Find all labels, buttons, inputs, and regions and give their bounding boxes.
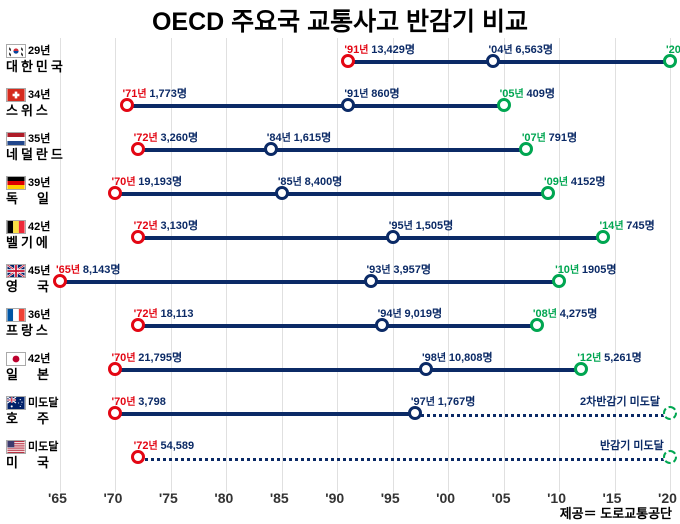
timeline-segment [115,192,281,196]
country-row: 미도달미 국'72년 54,589반감기 미도달 [0,438,680,478]
timeline-segment [382,324,537,328]
timeline-segment [371,280,560,284]
country-name: 영 국 [6,276,52,295]
data-label: '72년 18,113 [134,305,194,320]
country-row: 39년독 일'70년 19,193명'85년 8,400명'09년 4152명 [0,174,680,214]
country-name: 벨기에 [6,232,51,251]
country-row: 34년스위스'71년 1,773명'91년 860명'05년 409명 [0,86,680,126]
x-tick-label: '95 [381,490,400,506]
data-label: '91년 13,429명 [344,41,415,57]
data-label: '84년 1,615명 [267,129,332,145]
data-label: '70년 3,798 [111,393,165,408]
data-label: '70년 19,193명 [111,173,182,189]
x-tick-label: '05 [492,490,511,506]
data-label: '71년 1,773명 [123,85,188,101]
data-label: '70년 21,795명 [111,349,182,365]
timeline-segment [282,192,548,196]
timeline-segment [115,412,414,416]
data-label: '72년 3,260명 [134,129,199,145]
data-label: '65년 8,143명 [56,261,121,277]
country-name: 스위스 [6,100,51,119]
data-label: '72년 3,130명 [134,217,199,233]
timeline-segment [138,148,271,152]
data-label: '09년 4152명 [544,173,605,189]
chart-container: OECD 주요국 교통사고 반감기 비교 29년대한민국'91년 13,429명… [0,0,680,524]
country-name: 대한민국 [6,56,66,75]
country-row: 45년영 국'65년 8,143명'93년 3,957명'10년 1905명 [0,262,680,302]
country-name: 미 국 [6,452,52,471]
timeline-segment [60,280,371,284]
country-row: 36년프랑스'72년 18,113'94년 9,019명'08년 4,275명 [0,306,680,346]
data-label: '72년 54,589 [134,437,195,452]
timeline-segment [493,60,670,64]
country-name: 프랑스 [6,320,51,339]
country-row: 29년대한민국'91년 13,429명'04년 6,563명'20년 3,081… [0,42,680,82]
timeline-segment [127,104,349,108]
data-label: '08년 4,275명 [533,305,598,321]
x-tick-label: '75 [159,490,178,506]
x-tick-label: '65 [48,490,67,506]
country-name: 네덜란드 [6,144,66,163]
timeline-segment [115,368,426,372]
data-label: '97년 1,767명 [411,393,476,409]
data-label: '95년 1,505명 [389,217,454,233]
data-marker [663,406,677,420]
data-label: '94년 9,019명 [378,305,443,321]
timeline-segment [138,324,382,328]
timeline-segment [271,148,526,152]
timeline-segment [138,236,393,240]
x-tick-label: '85 [270,490,289,506]
timeline-segment [348,104,503,108]
timeline-segment [138,458,670,461]
data-label: '12년 5,261명 [577,349,642,365]
x-tick-label: '90 [325,490,344,506]
country-row: 35년네덜란드'72년 3,260명'84년 1,615명'07년 791명 [0,130,680,170]
data-label: '14년 745명 [599,217,654,233]
data-label: '85년 8,400명 [278,173,343,189]
data-marker [108,406,122,420]
timeline-segment [415,414,670,417]
timeline-segment [348,60,492,64]
data-marker [131,318,145,332]
timeline-segment [426,368,581,372]
data-label: '20년 3,081명 [666,41,680,57]
country-row: 42년일 본'70년 21,795명'98년 10,808명'12년 5,261… [0,350,680,390]
country-name: 독 일 [6,188,52,207]
x-tick-label: '00 [436,490,455,506]
data-label: 반감기 미도달 [600,437,664,453]
data-label: '10년 1905명 [555,261,616,277]
country-name: 호 주 [6,408,52,427]
chart-title: OECD 주요국 교통사고 반감기 비교 [0,2,680,38]
country-name: 일 본 [6,364,52,383]
data-label: 2차반감기 미도달 [580,393,660,409]
timeline-segment [393,236,604,240]
country-row: 미도달호 주'70년 3,798'97년 1,767명2차반감기 미도달 [0,394,680,434]
data-label: '04년 6,563명 [489,41,554,57]
data-label: '05년 409명 [500,85,555,101]
data-label: '91년 860명 [344,85,399,101]
x-tick-label: '80 [214,490,233,506]
credit-text: 제공＝ 도로교통공단 [560,503,672,522]
data-label: '07년 791명 [522,129,577,145]
data-label: '98년 10,808명 [422,349,493,365]
data-label: '93년 3,957명 [367,261,432,277]
data-marker [131,450,145,464]
country-row: 42년벨기에'72년 3,130명'95년 1,505명'14년 745명 [0,218,680,258]
data-marker [663,450,677,464]
x-tick-label: '70 [103,490,122,506]
